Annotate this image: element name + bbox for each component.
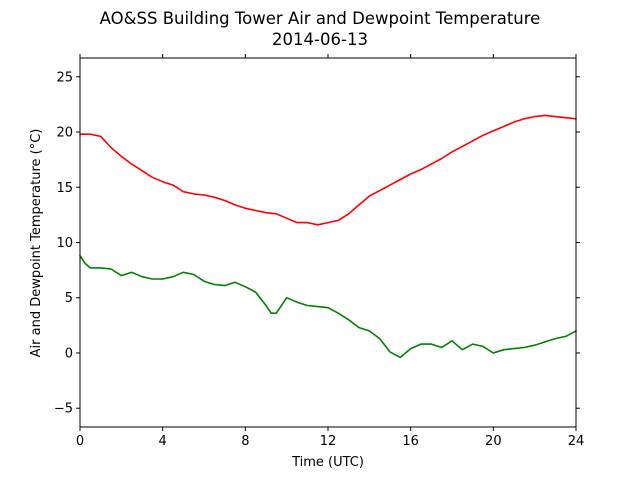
y-tick-label: 20: [56, 126, 73, 141]
x-tick-label: 24: [568, 434, 585, 449]
y-axis-label: Air and Dewpoint Temperature (°C): [29, 129, 44, 358]
chart-title-line1: AO&SS Building Tower Air and Dewpoint Te…: [100, 9, 541, 28]
x-tick-label: 16: [402, 434, 419, 449]
chart-title-line2: 2014-06-13: [272, 30, 368, 49]
y-tick-label: 25: [56, 70, 73, 85]
x-tick-label: 4: [159, 434, 167, 449]
series-layer: [79, 114, 577, 359]
y-tick-label: −5: [54, 402, 73, 417]
x-tick-label: 0: [76, 434, 84, 449]
x-axis-label: Time (UTC): [291, 455, 364, 470]
dewpoint-temperature-line: [79, 255, 577, 359]
x-tick-label: 8: [241, 434, 249, 449]
x-tick-label: 20: [485, 434, 502, 449]
y-tick-label: 15: [56, 181, 73, 196]
tick-layer: 0 4 8 12 16 20 24 −5 0 5 10 15 20 25: [54, 54, 584, 449]
y-tick-label: 5: [65, 291, 73, 306]
x-tick-label: 12: [320, 434, 337, 449]
air-temperature-line: [79, 114, 577, 226]
plot-frame: [79, 57, 577, 428]
y-tick-label: 0: [65, 346, 73, 361]
y-tick-label: 10: [56, 236, 73, 251]
